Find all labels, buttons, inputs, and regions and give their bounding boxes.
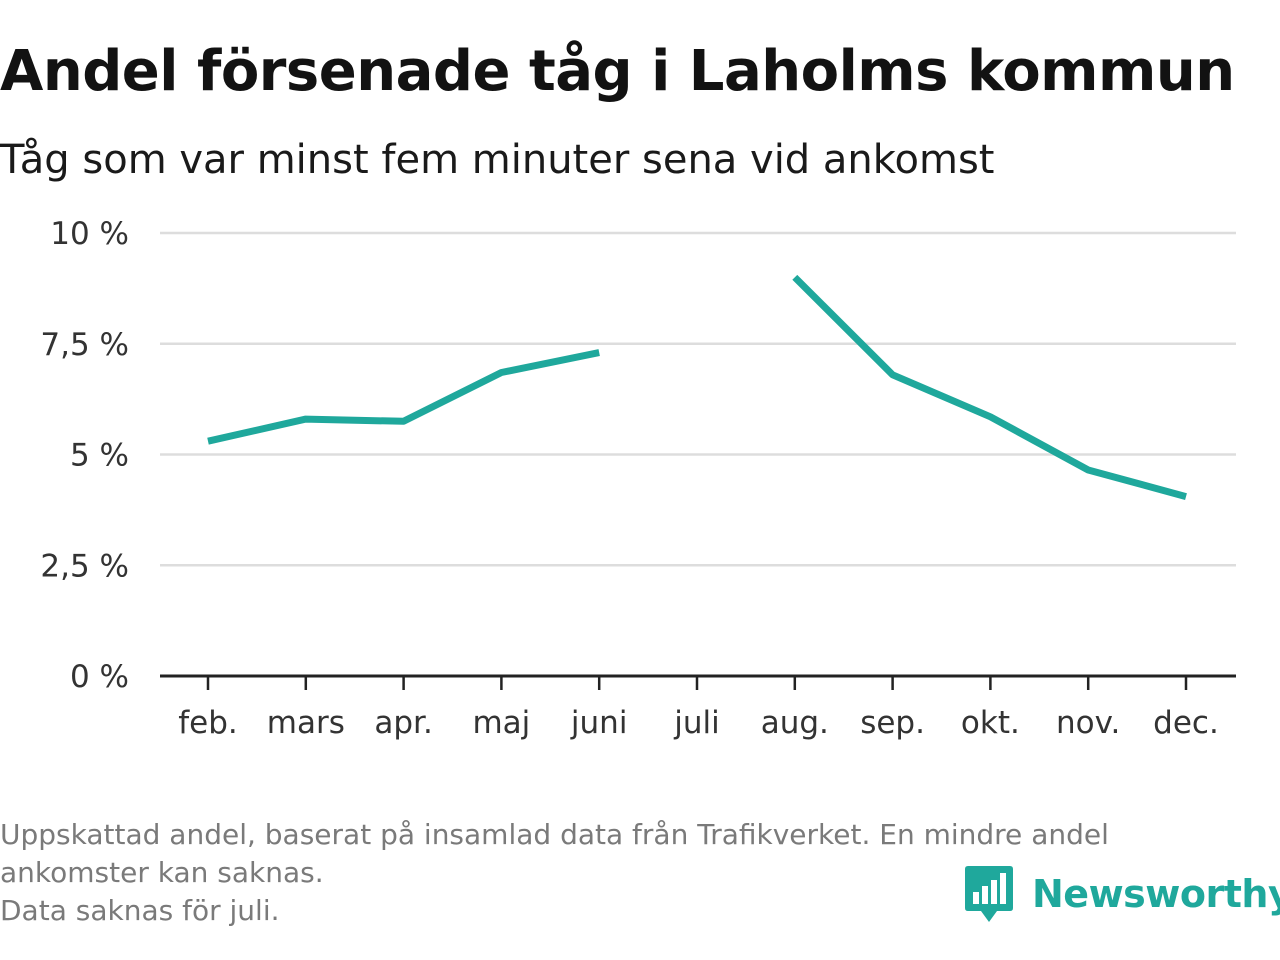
x-tick-label: nov.	[1056, 705, 1120, 741]
x-tick-label: aug.	[761, 705, 829, 741]
footnote: Uppskattad andel, baserat på insamlad da…	[0, 816, 1109, 930]
y-tick-label: 2,5 %	[40, 548, 129, 584]
footnote-line: Data saknas för juli.	[0, 894, 280, 927]
brand-logo: Newsworthy	[964, 864, 1280, 924]
chart-subtitle: Tåg som var minst fem minuter sena vid a…	[0, 137, 995, 183]
y-tick-label: 5 %	[70, 438, 129, 474]
x-tick-label: juni	[570, 705, 628, 741]
series-lines	[207, 274, 1187, 500]
series-line	[207, 349, 600, 445]
bar-chart-speech-bubble-icon	[965, 866, 1013, 922]
x-tick-label: maj	[472, 705, 530, 741]
x-axis-ticks: feb. mars apr. maj juni juli aug. sep. okt. nov. d…	[178, 676, 1219, 741]
x-tick-label: sep.	[860, 705, 925, 741]
brand-name: Newsworthy	[1032, 872, 1280, 916]
gridlines	[160, 231, 1236, 567]
x-tick-label: mars	[267, 705, 345, 741]
x-tick-label: okt.	[961, 705, 1020, 741]
x-tick-label: juli	[673, 705, 720, 741]
series-line	[792, 274, 1187, 500]
y-axis-ticks: 0 % 2,5 % 5 % 7,5 % 10 %	[40, 216, 129, 695]
footnote-line: ankomster kan saknas.	[0, 856, 324, 889]
y-tick-label: 7,5 %	[40, 327, 129, 363]
x-tick-label: dec.	[1153, 705, 1219, 741]
chart-title: Andel försenade tåg i Laholms kommun	[0, 39, 1235, 104]
y-tick-label: 0 %	[70, 659, 129, 695]
y-tick-label: 10 %	[50, 216, 129, 252]
x-tick-label: apr.	[374, 705, 432, 741]
footnote-line: Uppskattad andel, baserat på insamlad da…	[0, 818, 1109, 851]
x-tick-label: feb.	[178, 705, 238, 741]
